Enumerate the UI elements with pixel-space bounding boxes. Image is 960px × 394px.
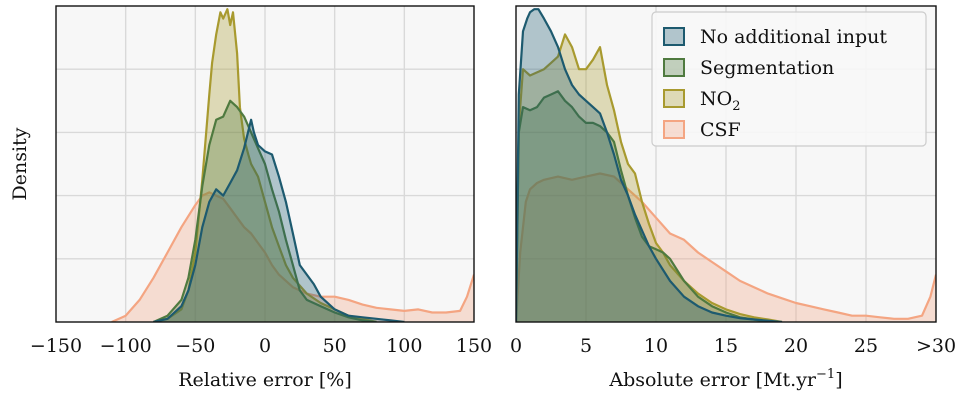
y-axis-label: Density [9, 127, 31, 200]
x-tick-label: 150 [456, 335, 492, 357]
x-axis-label-end: ] [835, 369, 842, 391]
density-line [516, 172, 936, 322]
density-areas [516, 8, 936, 322]
x-axis-label: Absolute error [Mt.yr−1] [608, 367, 842, 391]
plot-frame [515, 5, 937, 323]
density-areas [111, 8, 474, 322]
legend-label: Segmentation [700, 57, 834, 79]
x-tick-label: −150 [30, 335, 82, 357]
x-tick-label: 15 [714, 335, 738, 357]
density-area [153, 100, 377, 322]
relative-error-panel: −150 −100 −50 0 50 100 150 Relative error [%] … [9, 5, 492, 391]
x-tick-label: 10 [644, 335, 668, 357]
x-tick-label: 100 [386, 335, 422, 357]
x-tick-label: 5 [580, 335, 592, 357]
legend-label: No additional input [700, 26, 887, 48]
x-tick-label: 0 [259, 335, 271, 357]
x-tick-labels: 0 5 10 15 20 25 >30 [510, 335, 956, 357]
x-tick-label: 50 [323, 335, 347, 357]
density-line [153, 118, 405, 322]
x-tick-label: >30 [916, 335, 956, 357]
legend-label-subscript: 2 [732, 99, 740, 114]
density-line [111, 191, 474, 322]
legend-swatch [663, 120, 685, 139]
density-area [153, 119, 405, 322]
legend-box [651, 11, 927, 147]
density-line [153, 99, 377, 322]
density-line [516, 8, 783, 322]
x-tick-label: −100 [100, 335, 152, 357]
x-axis-label-main: Absolute error [Mt.yr [608, 369, 817, 391]
density-area [516, 173, 936, 322]
density-area [516, 34, 782, 322]
density-line [516, 90, 769, 322]
legend-swatch [663, 27, 685, 46]
density-area [153, 9, 377, 322]
x-tick-label: 20 [784, 335, 808, 357]
legend-swatch [663, 58, 685, 77]
density-area [516, 9, 782, 322]
x-axis-label: Relative error [%] [178, 369, 352, 391]
legend-label: CSF [700, 119, 741, 141]
density-line [516, 33, 783, 322]
x-tick-label: −50 [175, 335, 215, 357]
absolute-error-panel: 0 5 10 15 20 25 >30 Absolute error [Mt.yr−1] N… [510, 5, 956, 391]
legend-swatch [663, 89, 685, 108]
x-tick-labels: −150 −100 −50 0 50 100 150 [30, 335, 492, 357]
density-area [516, 91, 768, 322]
x-tick-label: 0 [510, 335, 522, 357]
plot-frame [55, 5, 475, 323]
x-tick-label: 25 [854, 335, 878, 357]
x-axis-label-superscript: −1 [816, 367, 835, 382]
